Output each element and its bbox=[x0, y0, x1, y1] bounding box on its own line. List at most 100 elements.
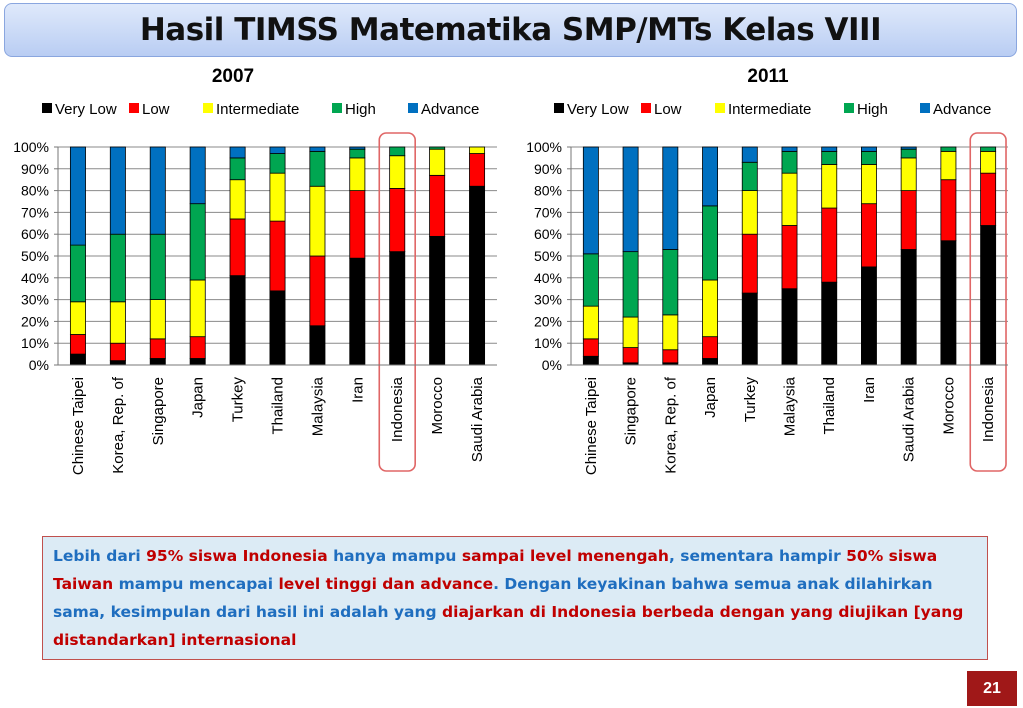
category-label: Korea, Rep. of bbox=[110, 376, 127, 474]
note-segment: sampai level menengah bbox=[461, 547, 669, 565]
y-tick-label: 60% bbox=[534, 226, 562, 242]
bar-segment bbox=[702, 146, 718, 207]
bar-segment bbox=[781, 146, 798, 152]
bar-segment bbox=[109, 233, 126, 303]
category-label: Japan bbox=[702, 377, 719, 418]
y-tick-label: 20% bbox=[21, 313, 49, 329]
bar-segment bbox=[662, 249, 679, 316]
category-label: Indonesia bbox=[389, 376, 406, 442]
bar-segment bbox=[349, 146, 366, 150]
y-tick-label: 70% bbox=[534, 204, 562, 220]
y-tick-label: 0% bbox=[29, 357, 49, 373]
bar-segment bbox=[861, 150, 877, 165]
bar-segment bbox=[349, 257, 366, 366]
chart-title: 2011 bbox=[747, 66, 789, 87]
legend-swatch bbox=[641, 103, 651, 113]
bar-segment bbox=[821, 150, 838, 165]
bar-segment bbox=[229, 275, 246, 366]
title-bar: Hasil TIMSS Matematika SMP/MTs Kelas VII… bbox=[4, 3, 1017, 57]
bar-segment bbox=[861, 266, 877, 366]
bar-segment bbox=[821, 164, 838, 209]
bar-segment bbox=[622, 146, 639, 253]
legend-swatch bbox=[42, 103, 52, 113]
category-label: Morocco bbox=[940, 377, 957, 435]
y-tick-label: 40% bbox=[534, 270, 562, 286]
y-tick-label: 90% bbox=[534, 161, 562, 177]
y-tick-label: 30% bbox=[534, 292, 562, 308]
legend-label: Advance bbox=[933, 101, 991, 118]
bar-segment bbox=[702, 336, 718, 359]
bar-segment bbox=[741, 292, 758, 366]
bar-segment bbox=[821, 207, 838, 283]
bar-segment bbox=[781, 288, 798, 366]
category-label: Thailand bbox=[270, 377, 287, 435]
bar-segment bbox=[662, 349, 679, 364]
category-label: Saudi Arabia bbox=[901, 376, 918, 462]
bar-segment bbox=[582, 253, 599, 307]
bar-segment bbox=[229, 179, 246, 220]
note-segment: diajarkan di Indonesia berbeda dengan ya… bbox=[53, 603, 964, 649]
bar-segment bbox=[69, 146, 86, 246]
category-label: Morocco bbox=[429, 377, 446, 435]
bar-segment bbox=[429, 148, 446, 176]
bar-segment bbox=[149, 338, 166, 359]
legend-label: High bbox=[857, 101, 888, 118]
y-tick-label: 100% bbox=[526, 139, 562, 155]
highlight-box bbox=[378, 132, 416, 472]
bar-segment bbox=[149, 299, 166, 340]
category-label: Chinese Taipei bbox=[70, 377, 87, 475]
bar-segment bbox=[861, 146, 877, 152]
legend-swatch bbox=[920, 103, 930, 113]
y-tick-label: 70% bbox=[21, 204, 49, 220]
bar-segment bbox=[741, 146, 758, 163]
category-label: Korea, Rep. of bbox=[662, 376, 679, 474]
y-tick-label: 0% bbox=[542, 357, 562, 373]
legend-swatch bbox=[203, 103, 213, 113]
chart-2011: 2011 Very Low Low Intermediate High Advance 0%… bbox=[526, 66, 1008, 475]
category-label: Singapore bbox=[623, 377, 640, 445]
page-number: 21 bbox=[967, 671, 1017, 706]
bar-segment bbox=[149, 146, 166, 235]
bar-segment bbox=[900, 157, 917, 191]
bar-segment bbox=[582, 305, 599, 340]
bar-segment bbox=[189, 203, 206, 281]
bar-segment bbox=[349, 190, 366, 259]
bar-segment bbox=[389, 155, 406, 189]
bar-segment bbox=[349, 157, 366, 191]
note-segment: . Dengan keyakinan bahwa semua anak dila… bbox=[53, 575, 933, 621]
bar-segment bbox=[189, 336, 206, 359]
bar-segment bbox=[229, 157, 246, 181]
charts-canvas: 2007 Very Low Low Intermediate High Advance 0%… bbox=[13, 66, 1008, 475]
chart-title: 2007 bbox=[212, 66, 254, 87]
category-label: Singapore bbox=[150, 377, 167, 445]
bar-segment bbox=[861, 164, 877, 205]
bar-segment bbox=[109, 146, 126, 235]
bar-segment bbox=[940, 146, 957, 152]
legend-label: High bbox=[345, 101, 376, 118]
legend-swatch bbox=[129, 103, 139, 113]
bar-segment bbox=[189, 146, 206, 205]
bar-segment bbox=[389, 251, 406, 366]
note-segment: 95% siswa Indonesia bbox=[146, 547, 328, 565]
bar-segment bbox=[980, 150, 997, 174]
bar-segment bbox=[821, 281, 838, 366]
bar-segment bbox=[109, 342, 126, 362]
bar-segment bbox=[781, 172, 798, 226]
bar-segment bbox=[69, 353, 86, 366]
bar-segment bbox=[469, 185, 486, 366]
note-segment: hanya mampu bbox=[327, 547, 462, 565]
bar-segment bbox=[109, 301, 126, 344]
bar-segment bbox=[269, 290, 286, 366]
legend-label: Intermediate bbox=[216, 101, 299, 118]
bar-segment bbox=[149, 233, 166, 300]
bar-segment bbox=[269, 172, 286, 222]
bar-segment bbox=[189, 279, 206, 338]
y-tick-label: 50% bbox=[534, 248, 562, 264]
category-label: Malaysia bbox=[782, 376, 799, 436]
note-segment: sementara hampir bbox=[680, 547, 847, 565]
legend-swatch bbox=[332, 103, 342, 113]
category-label: Saudi Arabia bbox=[469, 376, 486, 462]
category-label: Turkey bbox=[742, 377, 759, 423]
bar-segment bbox=[389, 146, 406, 157]
bar-segment bbox=[622, 251, 639, 318]
